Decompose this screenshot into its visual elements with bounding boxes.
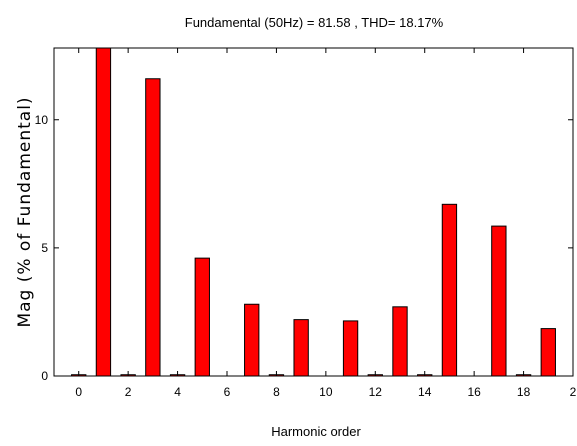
axes-frame [53, 47, 574, 377]
bar-harmonic-15 [441, 203, 458, 377]
chart-title: Fundamental (50Hz) = 81.58 , THD= 18.17% [185, 15, 444, 30]
x-tick-label: 12 [369, 385, 383, 399]
x-tick-label: 0 [75, 385, 82, 399]
x-tick-label: 16 [467, 385, 481, 399]
x-tick-label: 18 [517, 385, 531, 399]
y-tick-label: 10 [35, 113, 49, 127]
bar-harmonic-19 [540, 328, 556, 377]
bar-harmonic-11 [342, 320, 359, 377]
x-tick-label: 14 [418, 385, 432, 399]
x-tick-label: 2 [570, 385, 577, 399]
bar-harmonic-17 [491, 225, 507, 377]
bar-harmonic-1 [95, 47, 112, 377]
x-tick-label: 4 [174, 385, 181, 399]
bar-harmonic-7 [244, 303, 260, 377]
bar-harmonic-5 [194, 257, 210, 377]
x-axis-label: Harmonic order [271, 424, 361, 439]
y-axis-label: Mag (% of Fundamental) [15, 96, 35, 327]
y-tick-label: 0 [41, 369, 48, 383]
bar-harmonic-9 [293, 319, 309, 377]
bar-harmonic-3 [145, 78, 161, 377]
x-tick-label: 8 [273, 385, 280, 399]
bar-harmonic-13 [392, 306, 408, 377]
x-tick-label: 2 [125, 385, 132, 399]
y-tick-label: 5 [41, 241, 48, 255]
x-tick-label: 6 [224, 385, 231, 399]
x-tick-label: 10 [319, 385, 333, 399]
